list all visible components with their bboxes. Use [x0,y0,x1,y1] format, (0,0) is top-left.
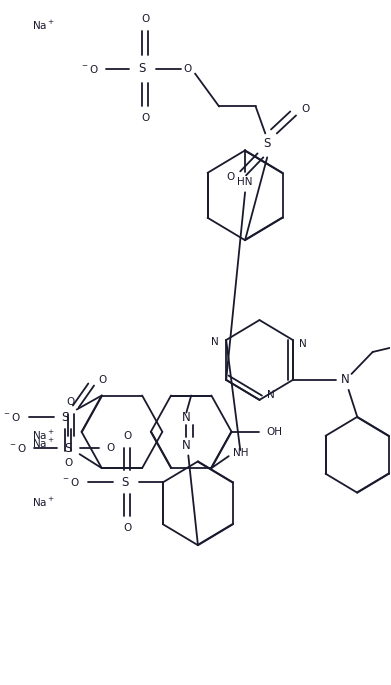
Text: Na$^+$: Na$^+$ [32,18,54,32]
Text: O: O [67,397,75,408]
Text: $^-$O: $^-$O [61,476,80,488]
Text: O: O [98,375,106,384]
Text: S: S [264,137,271,150]
Text: O: O [302,105,310,114]
Text: HN: HN [237,177,253,187]
Text: OH: OH [266,427,282,437]
Text: O: O [226,173,235,182]
Text: NH: NH [233,448,248,458]
Text: O: O [123,432,131,441]
Text: $^-$O: $^-$O [8,442,27,454]
Text: N: N [341,373,350,386]
Text: N: N [267,390,275,400]
Text: S: S [121,476,128,489]
Text: O: O [123,523,131,533]
Text: N: N [182,411,191,424]
Text: N: N [211,337,219,347]
Text: O: O [183,64,192,73]
Text: O: O [107,443,115,453]
Text: N: N [182,439,191,452]
Text: $^-$O: $^-$O [80,62,99,75]
Text: Na$^+$: Na$^+$ [32,429,54,442]
Text: N: N [299,339,306,349]
Text: Na$^+$: Na$^+$ [32,436,54,450]
Text: S: S [65,442,72,455]
Text: O: O [141,14,149,24]
Text: S: S [138,62,146,75]
Text: O: O [141,114,149,123]
Text: S: S [61,411,69,424]
Text: $^-$O: $^-$O [2,412,21,423]
Text: Na$^+$: Na$^+$ [32,496,54,509]
Text: O: O [64,458,72,469]
